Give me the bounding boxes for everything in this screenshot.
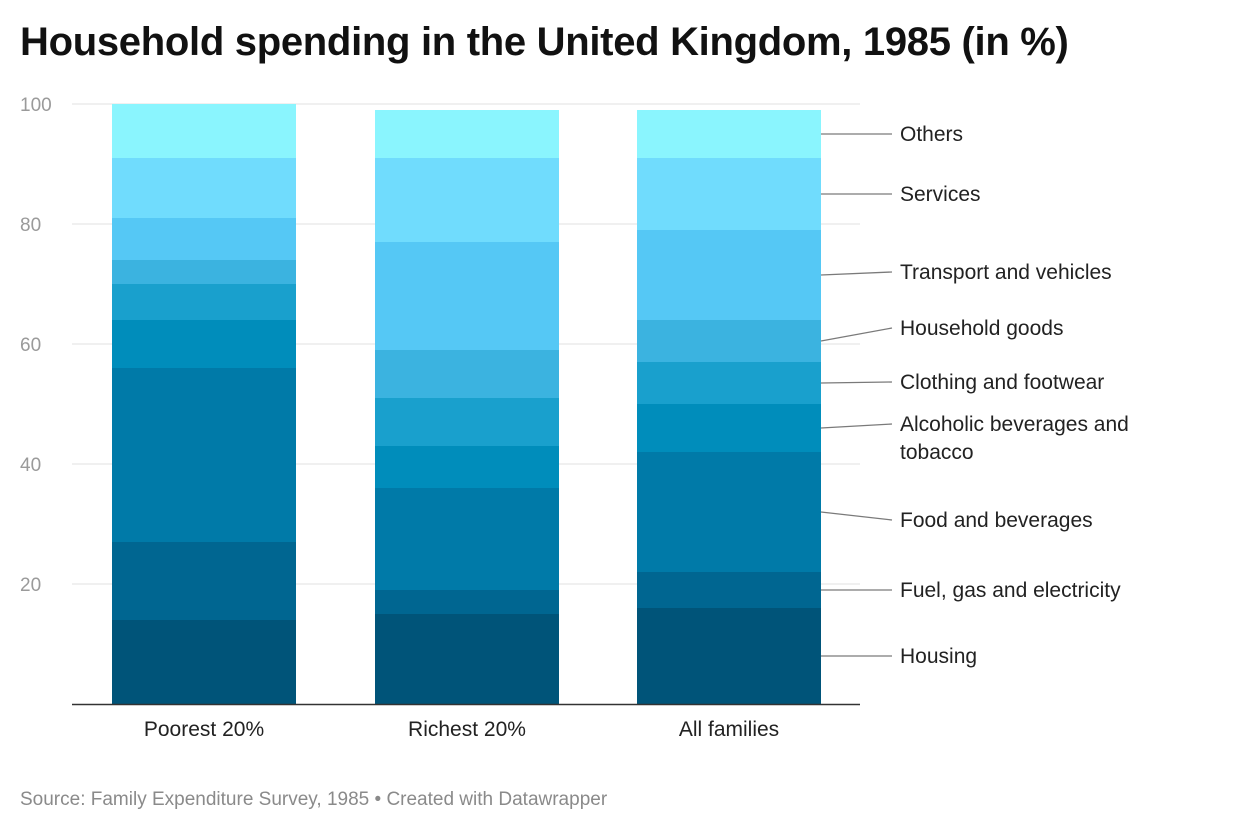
bar-segment (375, 614, 559, 704)
bar-segment (375, 446, 559, 488)
legend-label: Fuel, gas and electricity (900, 579, 1121, 602)
x-tick-label: Poorest 20% (144, 718, 264, 741)
bar-segment (112, 218, 296, 260)
bar-segment (375, 242, 559, 350)
legend-connector (820, 511, 893, 521)
bar-segment (637, 572, 821, 608)
bar-segment (375, 350, 559, 398)
bar-segment (637, 404, 821, 452)
bar-segment (112, 320, 296, 368)
x-axis: Poorest 20% Richest 20% All families (72, 703, 860, 741)
bar-segment (112, 284, 296, 320)
bar-segment (375, 110, 559, 158)
bar-segment (375, 590, 559, 614)
footer-separator: • (374, 789, 382, 810)
bar-segment (112, 104, 296, 158)
y-tick-label: 20 (20, 575, 41, 596)
y-tick-label: 80 (20, 215, 41, 236)
bar-segment (637, 110, 821, 158)
legend-label: Food and beverages (900, 509, 1093, 532)
legend: Housing Fuel, gas and electricity Food and… (820, 123, 1129, 668)
bar-segment (637, 230, 821, 320)
legend-label: Alcoholic beverages and tobacco (900, 413, 1129, 464)
bar-segment (375, 488, 559, 590)
bar-segment (375, 398, 559, 446)
bar-segment (637, 158, 821, 230)
bars (112, 104, 821, 704)
bar-segment (637, 362, 821, 404)
y-tick-label: 60 (20, 335, 41, 356)
legend-label: Household goods (900, 317, 1063, 340)
bar-segment (637, 452, 821, 572)
legend-label: Others (900, 123, 963, 146)
y-tick-label: 100 (20, 95, 52, 116)
y-tick-label: 40 (20, 455, 41, 476)
bar-segment (637, 320, 821, 362)
bar-segment (375, 158, 559, 242)
legend-label: Housing (900, 645, 977, 668)
credit-note: Created with Datawrapper (386, 789, 608, 810)
source-note: Source: Family Expenditure Survey, 1985 (20, 789, 370, 810)
bar-segment (112, 158, 296, 218)
bar-segment (112, 260, 296, 284)
legend-label: Transport and vehicles (900, 261, 1112, 284)
bar-segment (637, 608, 821, 704)
legend-label: Services (900, 183, 981, 206)
x-tick-label: Richest 20% (408, 718, 526, 741)
legend-connector (820, 381, 893, 384)
x-tick-label: All families (679, 718, 779, 741)
bar-segment (112, 542, 296, 620)
legend-connector (820, 271, 893, 276)
legend-connector (820, 327, 893, 342)
bar-segment (112, 368, 296, 542)
legend-connector (820, 423, 893, 429)
bar-segment (112, 620, 296, 704)
legend-label: Clothing and footwear (900, 371, 1104, 394)
footer: Source: Family Expenditure Survey, 1985 … (20, 789, 607, 811)
chart-title: Household spending in the United Kingdom… (20, 20, 1069, 64)
